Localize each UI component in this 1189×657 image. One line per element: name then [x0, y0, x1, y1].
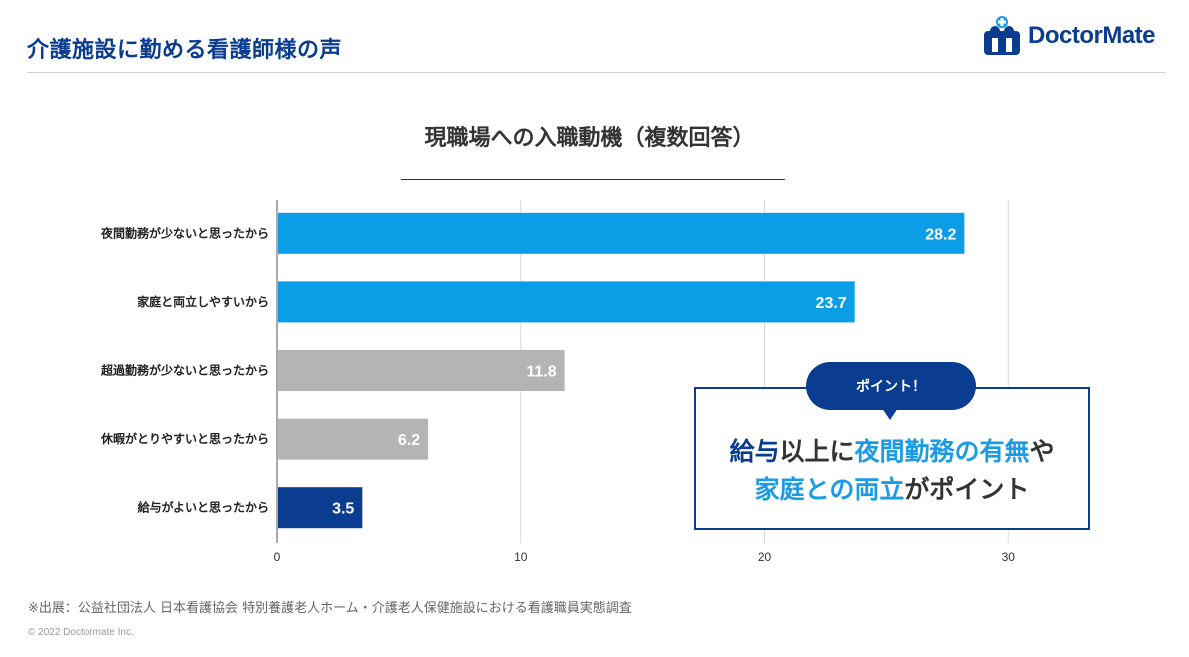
point-keyword-salary: 給与	[729, 437, 780, 466]
x-tick-label: 0	[274, 550, 281, 564]
point-text-segment: 以上に	[779, 437, 855, 466]
copyright: © 2022 Doctormate Inc.	[28, 627, 134, 638]
x-tick-label: 10	[514, 550, 528, 564]
bar	[278, 418, 429, 460]
point-badge: ポイント！	[806, 362, 976, 410]
point-keyword-family-balance: 家庭との両立	[754, 475, 905, 504]
category-label: 給与がよいと思ったから	[138, 500, 269, 515]
bar	[278, 350, 565, 391]
point-message: 給与以上に夜間勤務の有無や 家庭との両立がポイント	[694, 433, 1090, 509]
point-line-2: 家庭との両立がポイント	[694, 471, 1090, 509]
bar-value-label: 11.8	[526, 364, 556, 381]
category-label: 家庭と両立しやすいから	[137, 294, 269, 309]
category-label: 夜間勤務が少ないと思ったから	[100, 225, 269, 240]
bar-value-label: 3.5	[332, 501, 354, 518]
title-divider	[27, 72, 1166, 73]
chart-title-wrap: 現職場への入職動機（複数回答）	[0, 120, 1189, 152]
point-text-segment: や	[1029, 437, 1055, 466]
point-keyword-night-shift: 夜間勤務の有無	[854, 437, 1030, 466]
bar	[278, 281, 855, 323]
point-text-segment: がポイント	[904, 475, 1030, 504]
bar	[278, 487, 363, 529]
category-label: 休暇がとりやすいと思ったから	[100, 431, 269, 446]
source-note: ※出展：公益社団法人 日本看護協会 特別養護老人ホーム・介護老人保健施設における…	[28, 601, 632, 616]
bar-value-label: 28.2	[925, 226, 956, 243]
category-label: 超過勤務が少ないと思ったから	[100, 363, 269, 378]
doctormate-logo-icon	[984, 16, 1020, 55]
point-badge-pointer	[882, 408, 898, 420]
bar	[278, 212, 965, 254]
page-title: 介護施設に勤める看護師様の声	[27, 38, 343, 63]
doctormate-logo: DoctorMate	[982, 16, 1156, 56]
bar-value-label: 6.2	[398, 432, 420, 449]
logo-text: DoctorMate	[1028, 22, 1156, 49]
point-line-1: 給与以上に夜間勤務の有無や	[694, 433, 1090, 471]
bar-value-label: 23.7	[816, 295, 847, 312]
x-tick-label: 30	[1002, 550, 1016, 564]
chart-title-underline	[401, 179, 785, 180]
chart-title: 現職場への入職動機（複数回答）	[424, 126, 755, 151]
x-tick-label: 20	[758, 550, 772, 564]
